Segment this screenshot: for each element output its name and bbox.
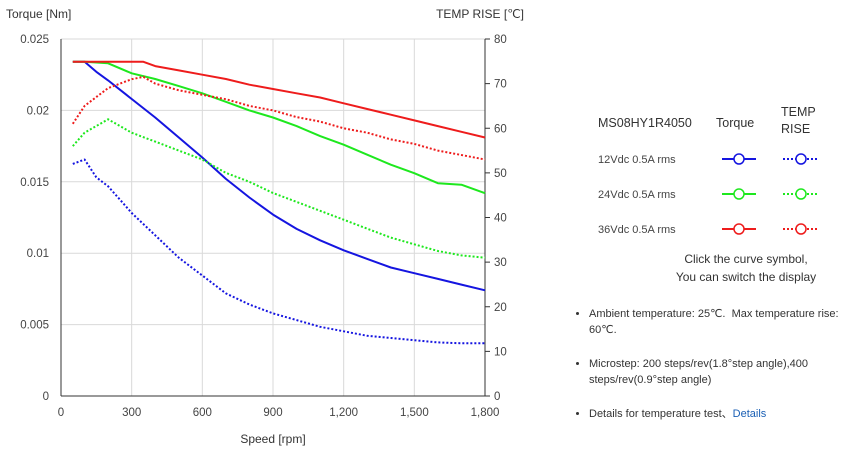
legend-row-label: 24Vdc 0.5A rms bbox=[598, 189, 676, 201]
note-details: Details for temperature test、Details bbox=[589, 406, 846, 422]
torque-12vdc-toggle-icon[interactable] bbox=[720, 149, 760, 169]
x-tick-label: 1,200 bbox=[329, 407, 358, 419]
x-tick-label: 900 bbox=[263, 407, 282, 419]
series-line-12vdc-torque bbox=[72, 60, 486, 292]
legend-header: MS08HY1R4050 Torque TEMP RISE bbox=[586, 102, 846, 146]
y-left-tick-label: 0 bbox=[43, 391, 49, 403]
series-line-12vdc-temp-rise bbox=[72, 158, 485, 345]
legend-temp-header-line1: TEMP bbox=[781, 105, 816, 119]
legend-temp-header-line2: RISE bbox=[781, 122, 811, 136]
series-line-24vdc-torque bbox=[72, 60, 486, 195]
legend-instruction: Click the curve symbol, You can switch t… bbox=[646, 250, 846, 286]
temp-36vdc-toggle-icon[interactable] bbox=[781, 219, 821, 239]
y-right-tick-label: 60 bbox=[494, 123, 507, 135]
y-left-tick-label: 0.01 bbox=[27, 248, 49, 260]
chart-legend: MS08HY1R4050 Torque TEMP RISE 12Vdc 0.5A… bbox=[586, 102, 846, 286]
x-tick-label: 600 bbox=[193, 407, 212, 419]
performance-chart: 0 300 600 900 1,200 1,500 1,80000.0050.010.015… bbox=[6, 7, 524, 446]
y-right-tick-label: 70 bbox=[494, 79, 507, 91]
series-line-24vdc-temp-rise bbox=[72, 118, 486, 259]
legend-torque-header: Torque bbox=[716, 116, 755, 130]
x-tick-label: 0 bbox=[58, 407, 64, 419]
note-ambient: Ambient temperature: 25℃. Max temperatur… bbox=[589, 306, 846, 338]
chart-series bbox=[71, 60, 486, 345]
x-axis-title: Speed [rpm] bbox=[240, 432, 305, 446]
y-right-tick-label: 0 bbox=[494, 391, 500, 403]
legend-temp-header: TEMP RISE bbox=[781, 104, 816, 138]
y-right-axis-title: TEMP RISE [℃] bbox=[436, 7, 524, 21]
legend-row-label: 36Vdc 0.5A rms bbox=[598, 224, 676, 236]
x-tick-label: 1,800 bbox=[471, 407, 500, 419]
y-left-tick-label: 0.005 bbox=[20, 320, 49, 332]
y-right-tick-label: 80 bbox=[494, 34, 507, 46]
y-right-tick-label: 20 bbox=[494, 302, 507, 314]
series-line-36vdc-torque bbox=[72, 60, 486, 139]
legend-note-line1: Click the curve symbol, bbox=[684, 252, 808, 266]
legend-row-12vdc: 12Vdc 0.5A rms bbox=[586, 146, 846, 181]
torque-36vdc-toggle-icon[interactable] bbox=[720, 219, 760, 239]
y-right-tick-label: 10 bbox=[494, 346, 507, 358]
temp-12vdc-toggle-icon[interactable] bbox=[781, 149, 821, 169]
y-left-tick-label: 0.02 bbox=[27, 105, 49, 117]
notes-list: Ambient temperature: 25℃. Max temperatur… bbox=[576, 306, 846, 440]
legend-row-36vdc: 36Vdc 0.5A rms bbox=[586, 216, 846, 251]
y-right-tick-label: 40 bbox=[494, 213, 507, 225]
legend-model-name: MS08HY1R4050 bbox=[598, 116, 692, 130]
legend-row-24vdc: 24Vdc 0.5A rms bbox=[586, 181, 846, 216]
temp-24vdc-toggle-icon[interactable] bbox=[781, 184, 821, 204]
note-microstep: Microstep: 200 steps/rev(1.8°step angle)… bbox=[589, 356, 846, 388]
torque-24vdc-toggle-icon[interactable] bbox=[720, 184, 760, 204]
legend-note-line2: You can switch the display bbox=[675, 270, 817, 284]
x-tick-label: 1,500 bbox=[400, 407, 429, 419]
legend-row-label: 12Vdc 0.5A rms bbox=[598, 154, 676, 166]
x-tick-label: 300 bbox=[122, 407, 141, 419]
y-left-axis-title: Torque [Nm] bbox=[6, 7, 71, 21]
chart-grid bbox=[60, 38, 486, 397]
y-left-tick-label: 0.025 bbox=[20, 34, 49, 46]
y-right-tick-label: 50 bbox=[494, 168, 507, 180]
details-link[interactable]: Details bbox=[732, 408, 767, 420]
chart-axes: 0 300 600 900 1,200 1,500 1,80000.0050.010.015… bbox=[20, 34, 507, 419]
y-left-tick-label: 0.015 bbox=[20, 177, 49, 189]
note-details-text: Details for temperature test、 bbox=[589, 408, 733, 420]
y-right-tick-label: 30 bbox=[494, 257, 507, 269]
